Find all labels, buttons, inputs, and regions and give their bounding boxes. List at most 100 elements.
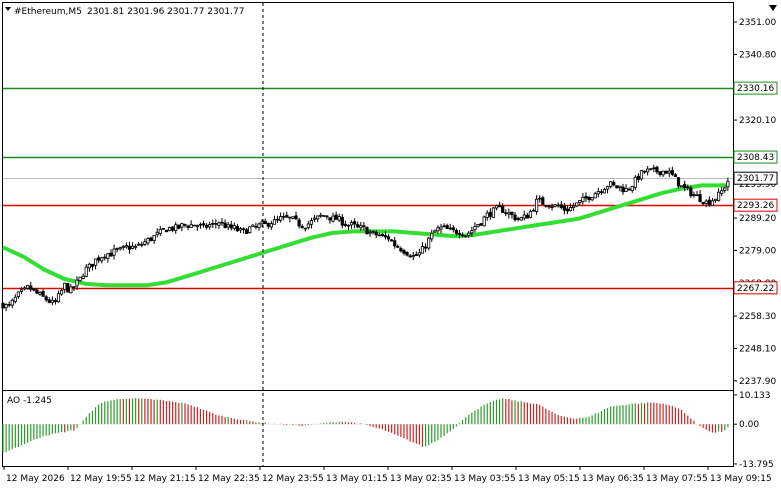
candle-body <box>90 263 95 267</box>
candle-body <box>346 224 351 227</box>
candle-body <box>263 220 267 225</box>
candle-body <box>485 212 489 218</box>
candle-body <box>377 234 381 237</box>
candle-body <box>568 207 573 212</box>
candle-body <box>393 240 397 247</box>
candle-body <box>22 287 27 290</box>
candle-body <box>60 290 64 295</box>
price-axis: 2351.00 2340.80 2330.16 2320.10 2308.43 2299.… <box>733 18 778 387</box>
candle-body <box>214 223 218 225</box>
candle-body <box>319 214 323 217</box>
candle-body <box>504 212 508 214</box>
candle-body <box>451 227 455 231</box>
time-tick-label: 12 May 2026 <box>6 474 65 484</box>
time-tick-label: 13 May 07:55 <box>646 474 708 484</box>
candle-body <box>587 197 591 201</box>
level-price-badge <box>733 281 778 295</box>
level-price-label: 2267.22 <box>737 284 774 294</box>
candle-body <box>282 216 286 218</box>
candle-body <box>331 215 335 222</box>
candle-body <box>646 168 650 173</box>
candle-body <box>470 230 474 234</box>
candle-body <box>627 188 631 191</box>
candle-body <box>248 226 252 233</box>
candle-body <box>633 176 637 188</box>
candle-body <box>590 197 594 201</box>
candle-body <box>127 245 132 250</box>
candle-body <box>673 174 678 177</box>
candle-body <box>229 224 233 229</box>
candle-body <box>306 223 310 228</box>
candle-body <box>630 186 634 191</box>
candle-body <box>192 224 196 227</box>
candle-body <box>260 221 264 225</box>
candle-body <box>488 211 492 217</box>
candle-body <box>72 286 76 288</box>
candle-body <box>174 224 178 231</box>
candle-body <box>599 191 603 193</box>
candle-body <box>652 167 656 170</box>
time-tick-label: 13 May 03:55 <box>454 474 516 484</box>
candle-body <box>726 180 730 188</box>
level-price-badge <box>733 81 778 95</box>
candle-body <box>596 191 600 195</box>
candle-body <box>124 245 128 248</box>
candle-body <box>525 214 529 219</box>
candle-body <box>578 199 582 204</box>
price-tick-label: 2248.10 <box>739 344 776 354</box>
candle-body <box>50 299 54 303</box>
candlestick-series <box>1 164 730 312</box>
candle-body <box>707 199 711 206</box>
candle-body <box>356 224 360 228</box>
candle-body <box>161 228 165 230</box>
candle-body <box>575 202 579 207</box>
candle-body <box>84 266 88 277</box>
candle-body <box>448 227 452 230</box>
candle-body <box>411 254 415 258</box>
candle-body <box>100 257 104 262</box>
level-price-label: 2330.16 <box>737 84 774 94</box>
candle-body <box>81 275 85 279</box>
candle-body <box>10 299 14 306</box>
candle-body <box>177 224 181 229</box>
candle-body <box>269 223 273 228</box>
candle-body <box>158 229 162 234</box>
price-tick-label: 2351.00 <box>739 18 776 28</box>
candle-body <box>103 256 107 259</box>
candle-body <box>658 171 662 175</box>
time-tick-label: 12 May 22:35 <box>198 474 260 484</box>
candle-body <box>13 296 17 302</box>
candle-body <box>433 230 437 233</box>
candle-body <box>198 223 203 226</box>
candle-body <box>340 216 344 226</box>
candle-body <box>16 291 21 297</box>
scroll-chevron-icon[interactable] <box>769 5 777 11</box>
candle-body <box>402 250 406 254</box>
candle-body <box>556 204 560 207</box>
candle-body <box>692 194 696 196</box>
candle-body <box>436 227 440 232</box>
candle-body <box>374 231 378 236</box>
candle-body <box>427 237 431 249</box>
candle-body <box>279 216 283 221</box>
candle-body <box>516 218 520 220</box>
candle-body <box>386 236 391 240</box>
chevron-down-icon[interactable] <box>5 7 11 11</box>
candle-body <box>226 224 230 228</box>
candle-body <box>720 190 724 194</box>
candle-body <box>510 211 514 216</box>
candle-body <box>547 205 551 208</box>
candle-body <box>368 231 372 234</box>
candle-body <box>689 187 693 197</box>
candle-body <box>482 216 486 227</box>
candle-body <box>130 245 135 249</box>
candle-body <box>272 219 277 225</box>
candle-body <box>639 170 644 180</box>
current-price-label: 2301.77 <box>737 174 774 184</box>
candle-body <box>581 196 585 203</box>
candle-body <box>309 220 314 225</box>
candle-body <box>275 218 280 221</box>
candle-body <box>559 204 563 208</box>
candle-body <box>285 215 289 218</box>
candle-body <box>686 186 690 189</box>
